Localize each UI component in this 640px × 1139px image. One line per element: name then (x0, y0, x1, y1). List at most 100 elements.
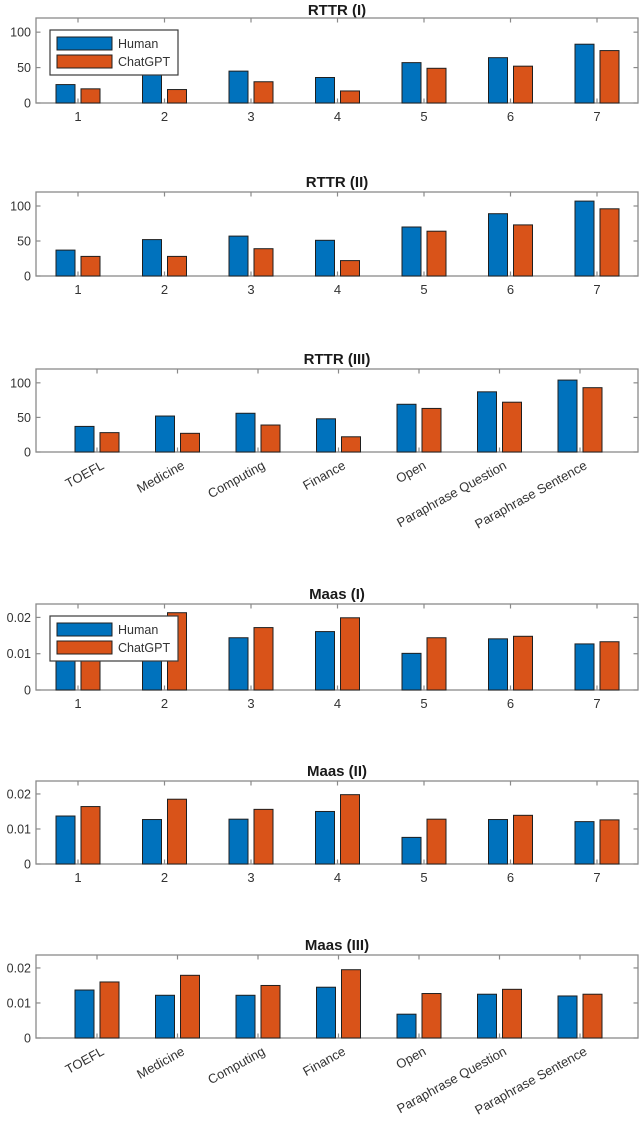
x-tick-label-6: 6 (507, 282, 514, 297)
bar-chatgpt-7 (599, 50, 620, 104)
x-tick-label-2: 2 (161, 109, 168, 124)
x-tick-label-2: 2 (161, 870, 168, 885)
y-tick-label: 0 (24, 446, 31, 460)
bar-chatgpt-computing (260, 424, 281, 453)
y-tick-label: 0.02 (7, 611, 31, 625)
x-tick-label-4: 4 (334, 282, 341, 297)
bar-chatgpt-toefl (99, 981, 120, 1039)
x-tick-label-medicine: Medicine (134, 1044, 187, 1082)
bar-chatgpt-6 (513, 635, 533, 691)
x-tick-label-finance: Finance (300, 1044, 348, 1080)
x-tick-label-3: 3 (247, 282, 254, 297)
bar-human-3 (228, 637, 249, 691)
x-tick-label-7: 7 (593, 109, 600, 124)
y-tick-label: 50 (17, 235, 31, 249)
bar-chatgpt-medicine (180, 432, 200, 453)
series-chatgpt (99, 387, 603, 453)
chart-rttr-i: RTTR (I) 0 50 100 1 2 3 4 5 6 7 Human ChatGPT (10, 2, 639, 124)
chart-title: RTTR (III) (304, 351, 371, 368)
axes-box (35, 780, 639, 865)
legend-swatch-chatgpt (56, 54, 113, 69)
bar-chatgpt-2 (167, 89, 187, 104)
x-tick-label-finance: Finance (300, 458, 348, 494)
bar-human-toefl (74, 989, 95, 1039)
x-tick-label-7: 7 (593, 870, 600, 885)
x-tick-label-6: 6 (507, 109, 514, 124)
bar-chatgpt-1 (80, 255, 101, 277)
x-tick-label-2: 2 (161, 282, 168, 297)
bar-human-4 (315, 631, 335, 691)
x-tick-label-1: 1 (74, 696, 81, 711)
bar-human-7 (574, 821, 595, 865)
y-tick-label: 0.02 (7, 787, 31, 801)
x-tick-label-computing: Computing (205, 1044, 267, 1088)
bar-human-paraphrase-sentence (557, 379, 578, 453)
legend-label-chatgpt: ChatGPT (118, 55, 170, 69)
series-chatgpt (80, 612, 620, 691)
x-tick-label-7: 7 (593, 282, 600, 297)
x-tick-label-medicine: Medicine (134, 458, 187, 496)
bar-human-computing (235, 994, 256, 1039)
x-tick-label-6: 6 (507, 870, 514, 885)
series-human (55, 200, 595, 277)
bar-human-5 (401, 226, 422, 277)
series-chatgpt (80, 50, 620, 104)
bar-chatgpt-2 (167, 798, 187, 865)
legend-label-chatgpt: ChatGPT (118, 641, 170, 655)
bar-chatgpt-4 (340, 260, 360, 277)
x-tick-label-1: 1 (74, 109, 81, 124)
x-tick-label-5: 5 (420, 696, 427, 711)
chart-maas-iii: Maas (III) 0 0.01 0.02 TOEFL Medicine Computin… (7, 937, 639, 1118)
y-tick-label: 0.02 (7, 961, 31, 975)
bar-human-7 (574, 643, 595, 691)
chart-title: Maas (I) (309, 586, 365, 603)
legend-swatch-human (56, 622, 113, 637)
chart-title: RTTR (II) (306, 174, 368, 191)
series-chatgpt (80, 794, 620, 865)
bar-chatgpt-medicine (180, 974, 200, 1039)
bar-chatgpt-3 (253, 627, 274, 691)
bar-human-3 (228, 818, 249, 865)
bar-chatgpt-5 (426, 230, 447, 277)
bar-human-open (396, 403, 417, 453)
bar-chatgpt-3 (253, 81, 274, 104)
y-tick-label: 0 (24, 270, 31, 284)
x-tick-label-4: 4 (334, 870, 341, 885)
bar-human-paraphrase-question (477, 993, 497, 1039)
bar-human-toefl (74, 425, 95, 453)
y-tick-label: 0 (24, 858, 31, 872)
bar-human-medicine (155, 415, 175, 453)
x-tick-label-open: Open (393, 1044, 428, 1073)
bar-human-3 (228, 235, 249, 277)
x-tick-label-5: 5 (420, 282, 427, 297)
y-tick-label: 100 (10, 200, 31, 214)
x-tick-label-toefl: TOEFL (63, 458, 107, 491)
x-tick-label-1: 1 (74, 870, 81, 885)
y-tick-label: 0 (24, 1032, 31, 1046)
axes-box (35, 368, 639, 453)
series-human (55, 43, 595, 104)
bar-human-6 (488, 213, 508, 277)
legend-swatch-human (56, 36, 113, 51)
bar-chatgpt-7 (599, 819, 620, 865)
y-tick-label: 50 (17, 61, 31, 75)
bar-chatgpt-open (421, 407, 442, 453)
bar-human-open (396, 1013, 417, 1039)
bar-human-7 (574, 200, 595, 277)
chart-rttr-iii: RTTR (III) 0 50 100 TOEFL Medicine Computing Fi… (10, 351, 639, 532)
axes-box (35, 954, 639, 1039)
bar-chatgpt-3 (253, 248, 274, 277)
bar-chatgpt-paraphrase-sentence (582, 387, 603, 453)
series-human (55, 810, 595, 865)
bar-chatgpt-finance (341, 436, 361, 453)
x-tick-label-3: 3 (247, 696, 254, 711)
bar-chatgpt-6 (513, 814, 533, 865)
x-tick-label-1: 1 (74, 282, 81, 297)
y-tick-label: 0 (24, 97, 31, 111)
bar-human-1 (55, 84, 76, 104)
chart-title: RTTR (I) (308, 2, 366, 19)
bar-chatgpt-2 (167, 255, 187, 277)
bar-chatgpt-1 (80, 88, 101, 104)
